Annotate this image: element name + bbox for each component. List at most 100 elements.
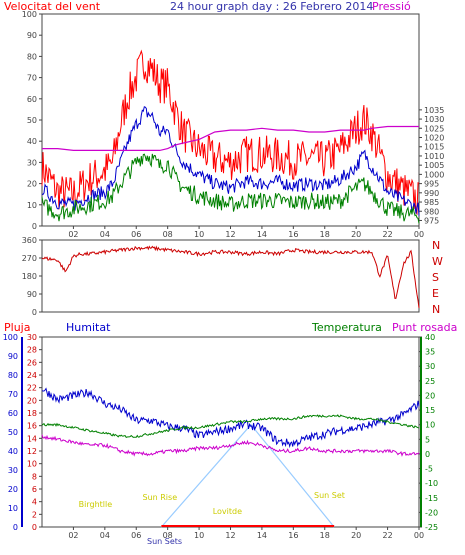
solar-curve xyxy=(160,423,335,528)
wind-ytick-label-4: 40 xyxy=(27,137,37,146)
rain-ytick-label-6: 60 xyxy=(8,409,18,418)
hum-ytick-label-13: 26 xyxy=(27,358,37,367)
hum-ytick-label-8: 16 xyxy=(27,422,37,431)
wind-xtick-label-8: 18 xyxy=(320,230,330,239)
pressure-ytick-label-0: 975 xyxy=(424,216,439,225)
wind-ytick-label-8: 80 xyxy=(27,52,37,61)
temp-ytick-label-2: -15 xyxy=(425,494,438,503)
pressure-ytick-label-4: 995 xyxy=(424,180,439,189)
rain-ytick-label-10: 100 xyxy=(3,333,18,342)
wind-xtick-label-11: 00 xyxy=(414,230,424,239)
pressure-ytick-label-8: 1015 xyxy=(424,143,444,152)
climate-xtick-label-2: 06 xyxy=(131,531,141,540)
wind-xtick-label-4: 10 xyxy=(194,230,204,239)
direction-ytick-label-0: 0 xyxy=(32,308,37,317)
climate-xtick-label-9: 20 xyxy=(351,531,361,540)
solar-annotation-0: Birghtlle xyxy=(79,500,113,509)
direction-ytick-label-4: 360 xyxy=(22,236,37,245)
compass-e: E xyxy=(432,287,439,300)
solar-annotation-4: Sun Sets xyxy=(147,537,182,546)
climate-xtick-label-1: 04 xyxy=(100,531,110,540)
pressure-label: Pressió xyxy=(372,0,411,13)
wind-xtick-label-1: 04 xyxy=(100,230,110,239)
hum-ytick-label-10: 20 xyxy=(27,396,37,405)
hum-ytick-label-6: 12 xyxy=(27,447,37,456)
wind-speed-label: Velocitat del vent xyxy=(4,0,101,13)
climate-series-1 xyxy=(41,414,420,439)
compass-w: W xyxy=(432,255,443,268)
chart-title: 24 hour graph day : 26 Febrero 2014 xyxy=(170,0,373,13)
wind-ytick-label-10: 100 xyxy=(22,10,37,19)
humidity-label: Humitat xyxy=(66,321,111,334)
rain-ytick-label-3: 30 xyxy=(8,466,18,475)
rain-ytick-label-2: 20 xyxy=(8,485,18,494)
hum-ytick-label-15: 30 xyxy=(27,333,37,342)
hum-ytick-label-3: 6 xyxy=(32,485,37,494)
temp-ytick-label-7: 10 xyxy=(425,421,435,430)
direction-ytick-label-3: 270 xyxy=(22,254,37,263)
rain-ytick-label-5: 50 xyxy=(8,428,18,437)
pressure-ytick-label-9: 1020 xyxy=(424,134,444,143)
hum-ytick-label-14: 28 xyxy=(27,346,37,355)
pressure-ytick-label-6: 1005 xyxy=(424,161,444,170)
solar-annotation-3: Sun Set xyxy=(314,491,345,500)
wind-ytick-label-0: 0 xyxy=(32,222,37,231)
rain-ytick-label-1: 10 xyxy=(8,504,18,513)
wind-ytick-label-5: 50 xyxy=(27,116,37,125)
pressure-ytick-label-10: 1025 xyxy=(424,124,444,133)
climate-xtick-label-6: 14 xyxy=(257,531,267,540)
rain-ytick-label-4: 40 xyxy=(8,447,18,456)
climate-series-0 xyxy=(41,387,420,449)
hum-ytick-label-0: 0 xyxy=(32,523,37,532)
pressure-ytick-label-11: 1030 xyxy=(424,115,444,124)
wind-ytick-label-7: 70 xyxy=(27,74,37,83)
hum-ytick-label-9: 18 xyxy=(27,409,37,418)
direction-series xyxy=(41,245,420,309)
climate-xtick-label-3: 08 xyxy=(163,531,173,540)
hum-ytick-label-1: 2 xyxy=(32,510,37,519)
pressure-ytick-label-12: 1035 xyxy=(424,106,444,115)
wind-xtick-label-3: 08 xyxy=(163,230,173,239)
pressure-ytick-label-7: 1010 xyxy=(424,152,444,161)
temp-ytick-label-10: 25 xyxy=(425,377,435,386)
rain-ytick-label-9: 90 xyxy=(8,352,18,361)
wind-xtick-label-0: 02 xyxy=(68,230,78,239)
wind-xtick-label-7: 16 xyxy=(288,230,298,239)
hum-ytick-label-5: 10 xyxy=(27,460,37,469)
compass-n-top: N xyxy=(432,239,440,252)
rain-ytick-label-0: 0 xyxy=(13,523,18,532)
wind-series-1 xyxy=(41,106,420,216)
temp-ytick-label-13: 40 xyxy=(425,333,435,342)
wind-ytick-label-2: 20 xyxy=(27,180,37,189)
wind-series-2 xyxy=(41,153,420,224)
climate-series-2 xyxy=(41,434,420,457)
wind-ytick-label-9: 90 xyxy=(27,31,37,40)
temp-ytick-label-12: 35 xyxy=(425,348,435,357)
hum-ytick-label-2: 4 xyxy=(32,498,37,507)
hum-ytick-label-12: 24 xyxy=(27,371,37,380)
wind-series-0 xyxy=(41,49,420,216)
climate-xtick-label-7: 16 xyxy=(288,531,298,540)
climate-xtick-label-10: 22 xyxy=(382,531,392,540)
climate-xtick-label-4: 10 xyxy=(194,531,204,540)
wind-xtick-label-10: 22 xyxy=(382,230,392,239)
pressure-ytick-label-1: 980 xyxy=(424,207,439,216)
dewpoint-label: Punt rosada xyxy=(392,321,457,334)
solar-annotation-1: Sun Rise xyxy=(142,493,177,502)
wind-xtick-label-6: 14 xyxy=(257,230,267,239)
temp-ytick-label-8: 15 xyxy=(425,406,435,415)
direction-ytick-label-2: 180 xyxy=(22,272,37,281)
wind-ytick-label-1: 10 xyxy=(27,201,37,210)
wind-xtick-label-9: 20 xyxy=(351,230,361,239)
climate-xtick-label-5: 12 xyxy=(225,531,235,540)
pressure-series xyxy=(42,125,419,151)
wind-xtick-label-2: 06 xyxy=(131,230,141,239)
wind-ytick-label-6: 60 xyxy=(27,95,37,104)
temp-ytick-label-3: -10 xyxy=(425,479,438,488)
chart-marks: 0102030405060708090100975980985990995100… xyxy=(3,10,445,546)
hum-ytick-label-7: 14 xyxy=(27,434,37,443)
hum-ytick-label-11: 22 xyxy=(27,384,37,393)
temp-ytick-label-5: 0 xyxy=(425,450,430,459)
